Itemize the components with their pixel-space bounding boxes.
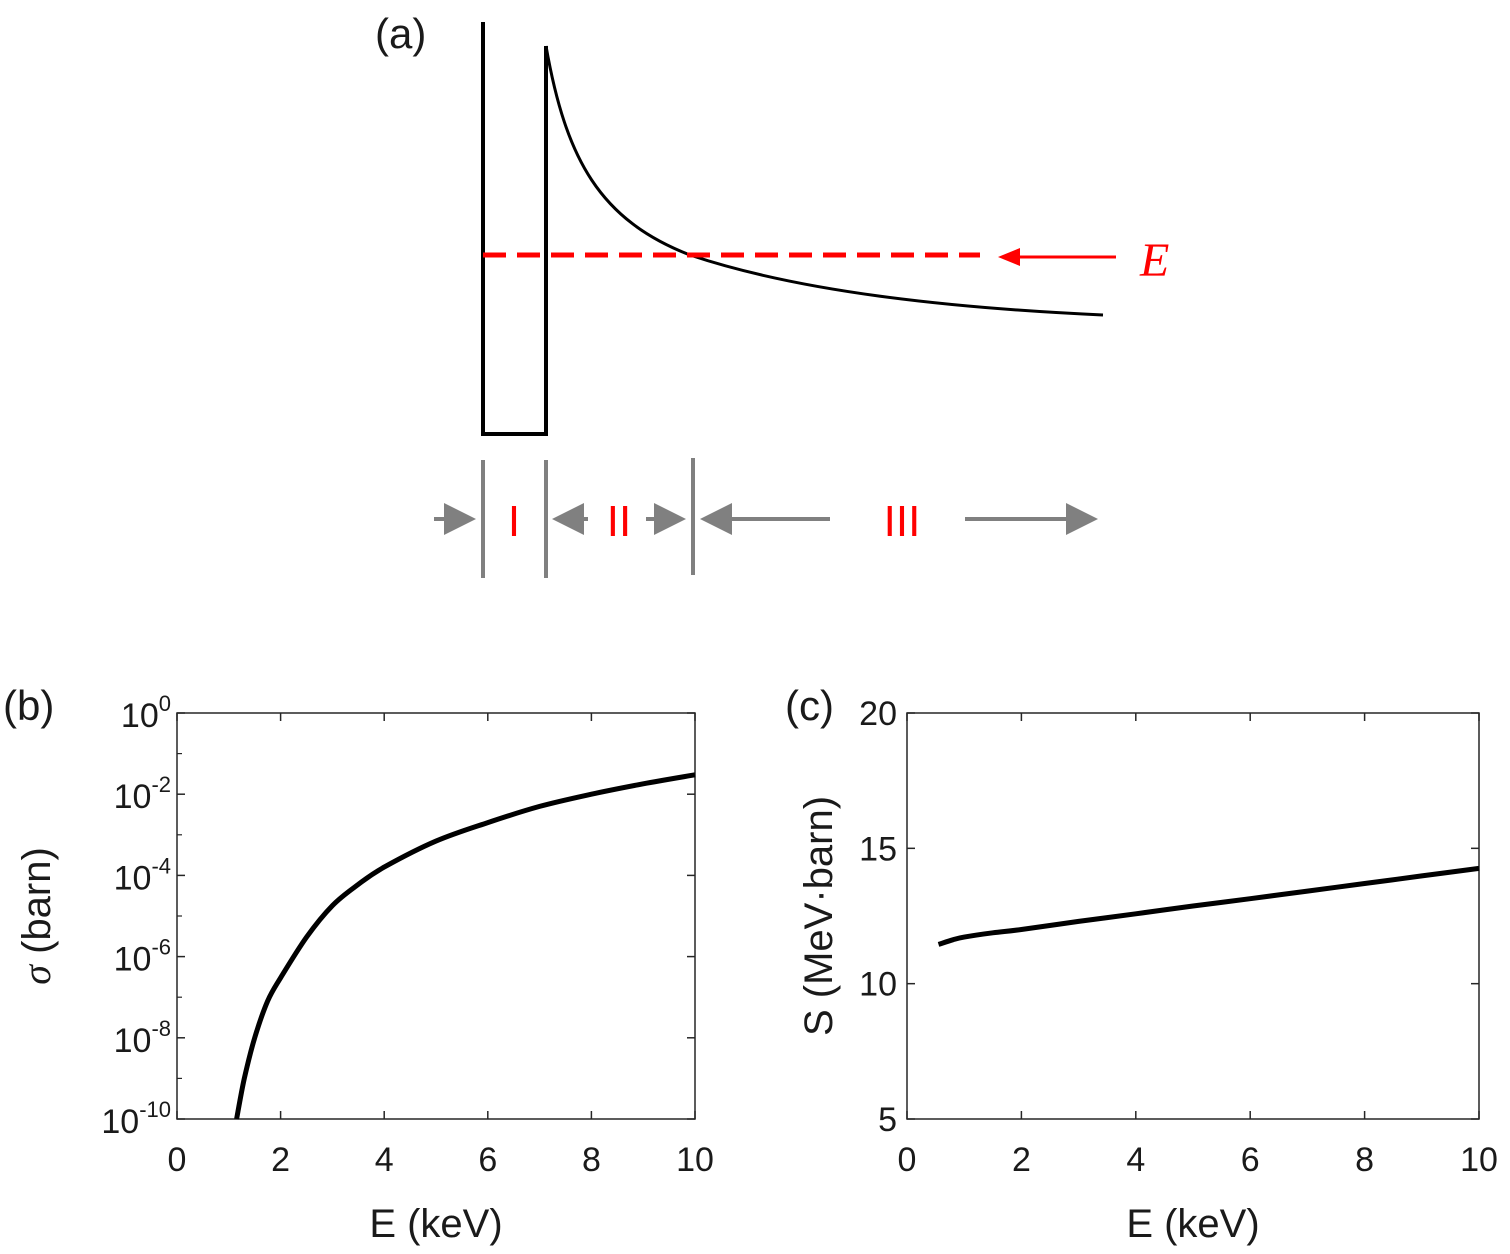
y-tick-label: 100	[121, 691, 171, 735]
x-tick-label: 2	[1012, 1141, 1031, 1179]
x-axis-label-b: E (keV)	[369, 1202, 502, 1246]
y-tick-label: 10-4	[114, 853, 171, 897]
region-label-iii: III	[884, 497, 921, 546]
plot-area-c	[906, 712, 1480, 1120]
y-tick-label: 10-6	[114, 935, 171, 979]
x-tick-label: 10	[1460, 1141, 1498, 1179]
y-tick-base: 10	[114, 1022, 152, 1060]
y-tick-exponent: -8	[151, 1016, 171, 1041]
panel-a: (a) E I II III	[375, 10, 1169, 578]
y-tick-label: 10-8	[114, 1016, 171, 1060]
energy-arrow-head	[998, 248, 1020, 266]
s-factor-curve	[937, 865, 1480, 947]
y-tick-exponent: -2	[151, 772, 171, 797]
energy-label: E	[1139, 234, 1169, 287]
y-tick-label: 10-10	[101, 1097, 171, 1141]
x-ticks-c: 0 2 4 6 8 10	[898, 713, 1498, 1179]
y-axis-label-b: σ (barn)	[14, 847, 59, 985]
y-tick-label: 10-2	[114, 772, 171, 816]
x-tick-label: 8	[1355, 1141, 1374, 1179]
x-tick-label: 4	[1126, 1141, 1145, 1179]
y-tick-exponent: -4	[151, 853, 171, 878]
x-tick-label: 0	[168, 1141, 187, 1179]
y-tick-exponent: -10	[139, 1097, 171, 1122]
x-tick-label: 4	[375, 1141, 394, 1179]
x-tick-label: 6	[1241, 1141, 1260, 1179]
y-axis-label-c: S (MeV·barn)	[797, 796, 841, 1036]
y-tick-base: 10	[101, 1103, 139, 1141]
y-axis-symbol-b: σ	[14, 964, 59, 985]
panel-c-label: (c)	[785, 682, 834, 729]
y-tick-exponent: 0	[159, 691, 171, 716]
region-label-ii: II	[607, 497, 631, 546]
y-axis-unit-b: (barn)	[15, 847, 59, 965]
panel-b-label: (b)	[3, 682, 54, 729]
x-axis-label-c: E (keV)	[1126, 1202, 1259, 1246]
y-tick-label: 10	[859, 966, 897, 1004]
y-tick-label: 20	[859, 695, 897, 733]
coulomb-barrier-curve	[544, 45, 1104, 317]
region-label-i: I	[508, 497, 520, 546]
x-tick-label: 2	[271, 1141, 290, 1179]
panel-a-label: (a)	[375, 10, 426, 57]
plot-area-b	[176, 712, 696, 1120]
x-tick-label: 8	[582, 1141, 601, 1179]
x-ticks-b: 0 2 4 6 8 10	[168, 713, 714, 1179]
sigma-curve	[234, 772, 696, 1120]
y-tick-label: 5	[878, 1101, 897, 1139]
y-tick-base: 10	[114, 941, 152, 979]
y-tick-exponent: -6	[151, 935, 171, 960]
y-tick-base: 10	[114, 778, 152, 816]
x-tick-label: 10	[676, 1141, 714, 1179]
y-tick-label: 15	[859, 830, 897, 868]
s-factor-chart: (c) 0 2 4 6 8 10 5 10 15 20 E (keV) S (MeV·barn)	[785, 682, 1498, 1246]
y-tick-base: 10	[121, 697, 159, 735]
y-ticks-c: 5 10 15 20	[859, 695, 1479, 1139]
potential-well	[481, 22, 548, 436]
x-tick-label: 6	[478, 1141, 497, 1179]
y-tick-base: 10	[114, 859, 152, 897]
x-tick-label: 0	[898, 1141, 917, 1179]
